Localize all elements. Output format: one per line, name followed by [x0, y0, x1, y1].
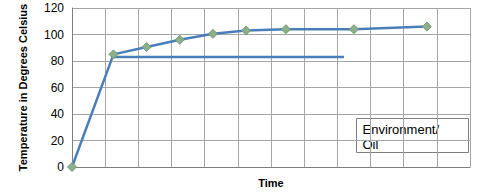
svg-text:Time: Time — [258, 177, 283, 189]
svg-text:0: 0 — [57, 160, 64, 174]
svg-text:60: 60 — [51, 81, 65, 95]
svg-text:Oil: Oil — [362, 136, 379, 152]
svg-text:80: 80 — [51, 54, 65, 68]
svg-text:100: 100 — [44, 28, 64, 42]
svg-text:Temperature in Degrees Celsius: Temperature in Degrees Celsius — [17, 4, 29, 171]
svg-text:40: 40 — [51, 107, 65, 121]
svg-text:Environment/: Environment/ — [363, 122, 440, 137]
svg-text:120: 120 — [44, 1, 64, 15]
svg-text:20: 20 — [51, 134, 65, 148]
